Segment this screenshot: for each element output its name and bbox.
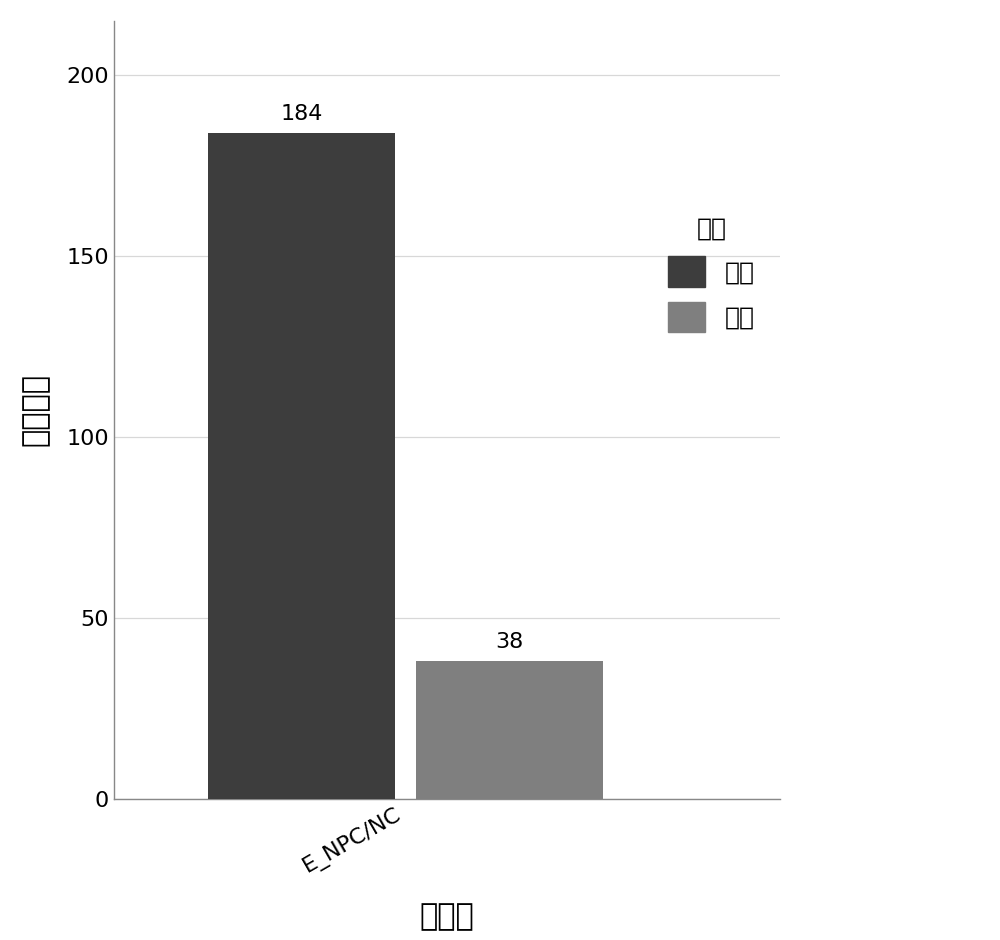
Text: 38: 38: [495, 633, 524, 652]
Bar: [416, 662, 603, 799]
Y-axis label: 蛋白数量: 蛋白数量: [21, 373, 50, 446]
Legend: 上调, 下调: 上调, 下调: [655, 205, 768, 345]
X-axis label: 对比组: 对比组: [420, 902, 474, 931]
Bar: [208, 133, 395, 799]
Text: 184: 184: [280, 104, 322, 124]
